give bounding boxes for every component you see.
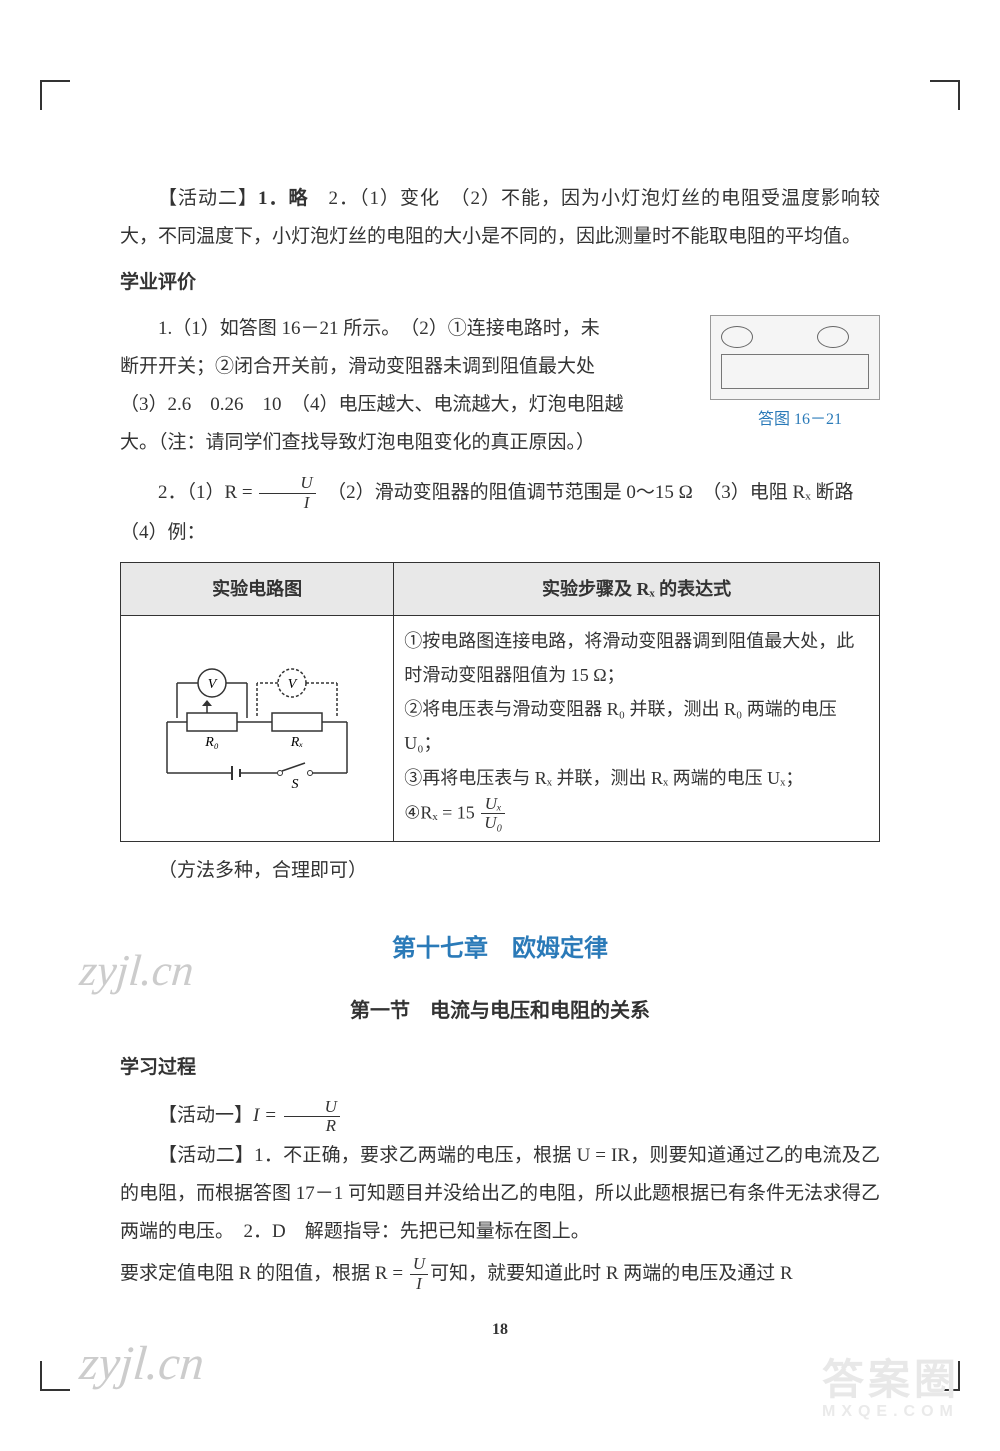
act2b-text2a: 要求定值电阻 R 的阻值，根据 R =	[120, 1263, 408, 1284]
th-steps: 实验步骤及 Rₓ 的表达式	[394, 562, 880, 615]
act1-lhs: I =	[253, 1105, 282, 1126]
table-note: （方法多种，合理即可）	[120, 852, 880, 890]
wm3-sub: MXQE.COM	[822, 1403, 960, 1421]
page-number: 18	[120, 1314, 880, 1346]
crop-mark-bottom-right	[930, 1361, 960, 1391]
answer-figure-16-21: 答图 16－21	[710, 315, 890, 436]
step4-fraction: UₓU₀	[481, 795, 505, 833]
svg-text:V: V	[208, 677, 218, 692]
step4-den: U₀	[481, 814, 505, 833]
act1-label: 【活动一】	[158, 1105, 253, 1126]
eval-heading: 学业评价	[120, 264, 880, 302]
th-circuit: 实验电路图	[121, 562, 394, 615]
step4-prefix: ④Rₓ = 15	[404, 802, 479, 822]
circuit-cell: V V	[121, 615, 394, 841]
experiment-table: 实验电路图 实验步骤及 Rₓ 的表达式 V V	[120, 562, 880, 842]
crop-mark-top-right	[930, 80, 960, 110]
page-content: 【活动二】1．略 2．（1）变化 （2）不能，因为小灯泡灯丝的电阻受温度影响较大…	[100, 80, 900, 1366]
figure-label: 答图 16－21	[710, 404, 890, 436]
q1-line1b: 断开开关；②闭合开关前，滑动变阻器未调到阻值最大处	[120, 348, 652, 386]
act1-den: R	[284, 1117, 340, 1136]
q1-line2: （3）2.6 0.26 10 （4）电压越大、电流越大，灯泡电阻越	[120, 386, 652, 424]
activity2-text: 【活动二】1．略 2．（1）变化 （2）不能，因为小灯泡灯丝的电阻受温度影响较大…	[120, 180, 880, 256]
crop-mark-bottom-left	[40, 1361, 70, 1391]
act2b-label: 【活动二】	[158, 1145, 254, 1166]
svg-text:R₀: R₀	[204, 735, 219, 750]
act2b-text2b: 可知，就要知道此时 R 两端的电压及通过 R	[430, 1263, 793, 1284]
question-2-line1: 2．（1）R = UI （2）滑动变阻器的阻值调节范围是 0～15 Ω （3）电…	[120, 472, 880, 514]
step-2: ②将电压表与滑动变阻器 R₀ 并联，测出 R₀ 两端的电压 U₀；	[404, 692, 869, 760]
chapter-title: 第十七章 欧姆定律	[120, 925, 880, 973]
step-3: ③再将电压表与 Rₓ 并联，测出 Rₓ 两端的电压 Uₓ；	[404, 761, 869, 795]
svg-text:S: S	[292, 777, 299, 792]
step-4: ④Rₓ = 15 UₓU₀	[404, 795, 869, 833]
activity-2b-p1: 【活动二】1．不正确，要求乙两端的电压，根据 U = IR，则要知道通过乙的电流…	[120, 1137, 880, 1251]
act2b-den: I	[410, 1275, 428, 1294]
q2-frac-num: U	[259, 474, 315, 494]
section-title: 第一节 电流与电压和电阻的关系	[120, 991, 880, 1031]
step4-num: Uₓ	[481, 795, 505, 815]
table-header-row: 实验电路图 实验步骤及 Rₓ 的表达式	[121, 562, 880, 615]
question-1-text: 1.（1）如答图 16－21 所示。 （2）①连接电路时，未 断开开关；②闭合开…	[120, 310, 652, 462]
table-row: V V	[121, 615, 880, 841]
q1-line3: 大。（注：请同学们查找导致灯泡电阻变化的真正原因。）	[120, 424, 652, 462]
activity2-a1: 1．略	[258, 188, 309, 209]
q2-part2: （2）滑动变阻器的阻值调节范围是 0～15 Ω （3）电阻 Rₓ 断路	[318, 482, 854, 503]
process-heading: 学习过程	[120, 1049, 880, 1087]
act1-fraction: UR	[284, 1098, 340, 1136]
activity-1: 【活动一】I = UR	[120, 1095, 880, 1137]
circuit-diagram-1	[710, 315, 880, 400]
circuit-diagram-2: V V	[147, 658, 367, 798]
svg-text:V: V	[288, 677, 298, 692]
q1-line1a: 1.（1）如答图 16－21 所示。 （2）①连接电路时，未	[120, 310, 652, 348]
act2b-num: U	[410, 1255, 428, 1275]
activity2-label: 【活动二】	[158, 188, 258, 209]
act1-num: U	[284, 1098, 340, 1118]
step-1: ①按电路图连接电路，将滑动变阻器调到阻值最大处，此时滑动变阻器阻值为 15 Ω；	[404, 624, 869, 692]
svg-text:Rₓ: Rₓ	[290, 735, 304, 750]
q2-fraction: UI	[259, 474, 315, 512]
activity-2b-p2: 要求定值电阻 R 的阻值，根据 R = UI可知，就要知道此时 R 两端的电压及…	[120, 1255, 880, 1294]
q2-prefix: 2．（1）R =	[158, 482, 257, 503]
act2b-fraction: UI	[410, 1255, 428, 1293]
q2-frac-den: I	[259, 494, 315, 513]
crop-mark-top-left	[40, 80, 70, 110]
q2-part4-label: （4）例：	[120, 514, 880, 552]
steps-cell: ①按电路图连接电路，将滑动变阻器调到阻值最大处，此时滑动变阻器阻值为 15 Ω；…	[394, 615, 880, 841]
question-1-block: 1.（1）如答图 16－21 所示。 （2）①连接电路时，未 断开开关；②闭合开…	[120, 310, 880, 462]
